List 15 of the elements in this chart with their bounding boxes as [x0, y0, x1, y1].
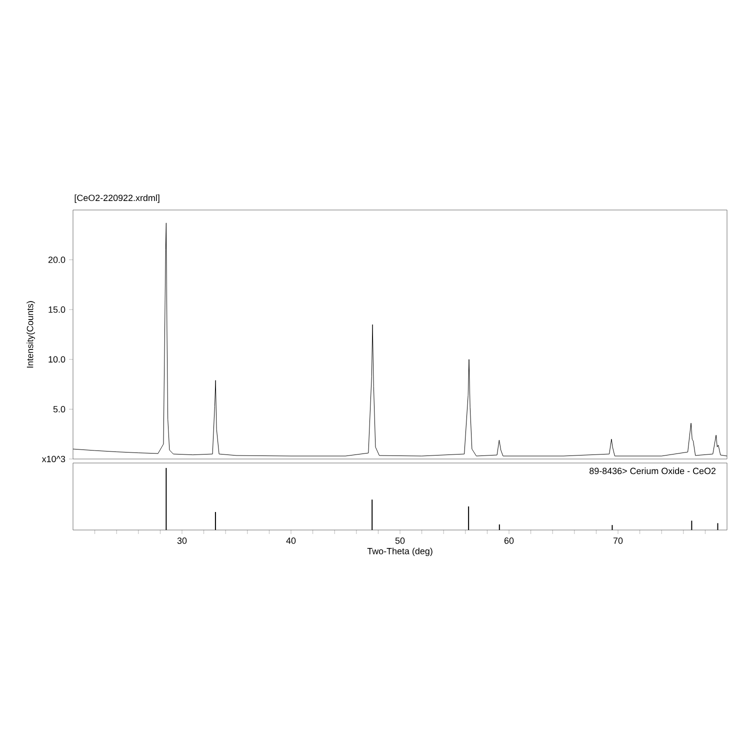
y-tick-label: x10^3 [42, 456, 66, 462]
x-tick-label: 40 [286, 538, 296, 544]
x-tick-label: 60 [504, 538, 514, 544]
y-tick-label: 15.0 [48, 306, 66, 313]
x-tick-label: 70 [613, 538, 623, 544]
y-axis-title: Intensity(Counts) [26, 301, 35, 368]
x-axis-title: Two-Theta (deg) [367, 548, 432, 556]
chart-title: [CeO2-220922.xrdml] [74, 194, 160, 203]
line-series [73, 222, 728, 456]
x-tick-label: 50 [395, 538, 405, 544]
annotation: 89-8436> Cerium Oxide - CeO2 [590, 468, 716, 474]
y-tick-label: 5.0 [53, 406, 66, 412]
y-tick-label: 20.0 [48, 256, 66, 263]
x-tick-label: 30 [177, 538, 187, 544]
y-tick-label: 10.0 [48, 356, 66, 363]
